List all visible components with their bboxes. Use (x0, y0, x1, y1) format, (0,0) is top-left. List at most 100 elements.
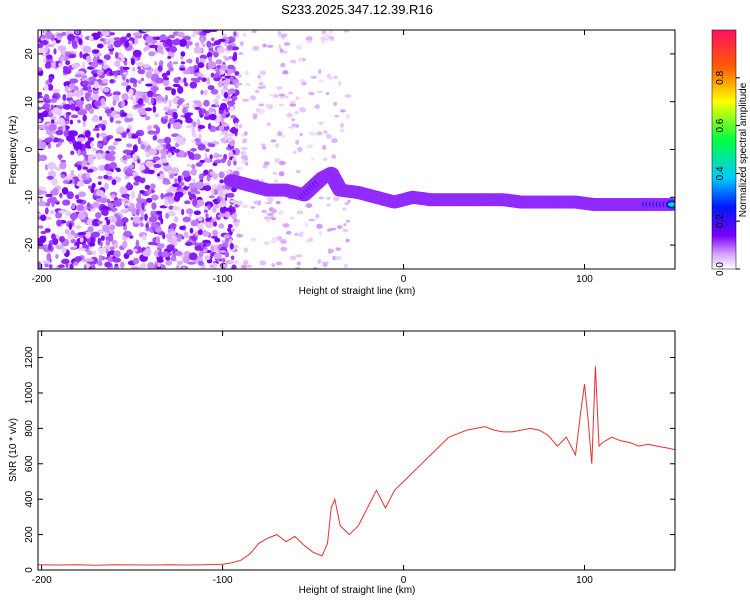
heatmap-cell (152, 87, 157, 96)
heatmap-cell (168, 34, 176, 39)
heatmap-cell (226, 45, 233, 51)
heatmap-cell (70, 103, 76, 111)
heatmap-cell (210, 72, 215, 78)
heatmap-cell (252, 45, 260, 51)
heatmap-cell (242, 259, 249, 265)
heatmap-cell (121, 112, 128, 117)
heatmap-cell (223, 87, 228, 90)
heatmap-cell (191, 168, 197, 176)
heatmap-cell (336, 225, 343, 229)
heatmap-cell (91, 147, 97, 152)
heatmap-cell (305, 203, 313, 208)
heatmap-cell (164, 115, 169, 120)
heatmap-cell (172, 111, 178, 120)
heatmap-cell (132, 171, 138, 177)
heatmap-cell (138, 165, 146, 171)
heatmap-cell (53, 48, 57, 55)
heatmap-cell (224, 98, 229, 102)
colorbar-tick-label: 0.6 (715, 118, 726, 132)
heatmap-cell (125, 205, 129, 209)
x-tick-label: 100 (576, 575, 593, 586)
heatmap-cell (81, 75, 88, 79)
heatmap-cell (223, 234, 231, 239)
heatmap-cell (245, 162, 249, 166)
heatmap-cell (253, 200, 260, 205)
heatmap-cell (133, 248, 138, 253)
heatmap-cell (93, 81, 100, 89)
heatmap-cell (234, 71, 240, 76)
heatmap-cell (74, 106, 80, 112)
heatmap-cell (126, 143, 133, 148)
heatmap-cell (77, 100, 85, 106)
heatmap-cell (136, 61, 144, 67)
heatmap-cell (92, 128, 100, 132)
heatmap-cell (275, 143, 280, 148)
heatmap-cell (154, 36, 161, 41)
heatmap-cell (197, 229, 203, 236)
heatmap-cell (266, 219, 271, 222)
heatmap-cell (38, 112, 47, 117)
heatmap-cell (184, 82, 189, 87)
heatmap-cell (69, 212, 78, 220)
heatmap-cell (235, 82, 243, 86)
heatmap-cell (38, 186, 46, 191)
heatmap-cell (213, 76, 221, 82)
heatmap-cell (331, 138, 338, 144)
heatmap-cell (277, 30, 282, 34)
heatmap-cell (195, 181, 204, 190)
heatmap-cell (298, 232, 304, 238)
heatmap-cell (131, 67, 136, 72)
heatmap-cell (193, 30, 197, 36)
heatmap-cell (104, 182, 109, 191)
heatmap-cell (193, 46, 203, 54)
heatmap-cell (177, 175, 182, 183)
heatmap-cell (204, 255, 211, 261)
heatmap-cell (145, 222, 149, 229)
heatmap-cell (154, 77, 164, 84)
heatmap-cell (75, 225, 82, 230)
heatmap-ridge (223, 166, 675, 211)
heatmap-cell (193, 210, 201, 216)
heatmap-cell (167, 169, 172, 175)
heatmap-cell (263, 210, 267, 214)
heatmap-cell (186, 163, 192, 167)
heatmap-cell (46, 44, 55, 48)
heatmap-cell (238, 52, 244, 55)
heatmap-cell (124, 175, 130, 180)
heatmap-cell (232, 54, 237, 62)
heatmap-cell (148, 44, 158, 49)
heatmap-cell (38, 261, 42, 269)
heatmap-cell (171, 88, 177, 96)
heatmap-cell (105, 150, 110, 155)
heatmap-cell (213, 159, 223, 164)
heatmap-cell (282, 223, 290, 228)
heatmap-cell (222, 137, 227, 144)
heatmap-cell (242, 98, 250, 102)
heatmap-cell (154, 113, 160, 118)
heatmap-cell (121, 132, 127, 138)
heatmap-cell (123, 60, 128, 66)
snr-frame (37, 330, 676, 571)
heatmap-cell (132, 32, 142, 37)
heatmap-cell (86, 202, 91, 208)
heatmap-cell (295, 96, 300, 101)
heatmap-cell (144, 107, 153, 112)
heatmap-cell (209, 113, 217, 121)
heatmap-cell (57, 264, 65, 269)
heatmap-cell (77, 149, 81, 156)
heatmap-cell (231, 264, 237, 269)
heatmap-cell (41, 39, 49, 46)
heatmap-cell (64, 229, 70, 235)
heatmap-cell (130, 190, 136, 199)
heatmap-cell (51, 178, 58, 186)
heatmap-cell (161, 251, 169, 258)
heatmap-cell (171, 39, 180, 46)
heatmap-cell (328, 30, 333, 35)
heatmap-cell (278, 210, 284, 216)
heatmap-cell (200, 89, 204, 95)
heatmap-cell (137, 137, 141, 145)
heatmap-cell (142, 234, 147, 241)
heatmap-cell (62, 199, 71, 206)
heatmap-cell (144, 213, 148, 221)
heatmap-cell (148, 148, 157, 156)
